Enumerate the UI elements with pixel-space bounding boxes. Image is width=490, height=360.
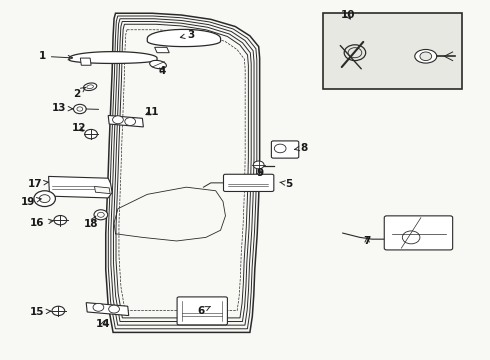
Circle shape — [85, 130, 98, 139]
Text: 7: 7 — [364, 236, 371, 246]
Text: 6: 6 — [197, 306, 210, 316]
Circle shape — [93, 303, 104, 311]
Polygon shape — [147, 30, 220, 46]
Text: 4: 4 — [158, 66, 166, 76]
Text: 16: 16 — [30, 218, 53, 228]
Bar — [323, 13, 463, 89]
Polygon shape — [155, 47, 169, 53]
Polygon shape — [49, 176, 112, 198]
Circle shape — [39, 195, 50, 203]
Polygon shape — [80, 58, 91, 65]
Ellipse shape — [83, 83, 97, 91]
Circle shape — [94, 210, 108, 220]
FancyBboxPatch shape — [271, 141, 299, 158]
Text: 19: 19 — [21, 197, 41, 207]
Circle shape — [74, 104, 86, 114]
Text: 12: 12 — [72, 123, 86, 133]
Circle shape — [274, 144, 286, 153]
Circle shape — [253, 161, 264, 169]
FancyBboxPatch shape — [384, 216, 453, 250]
Text: 1: 1 — [39, 51, 73, 61]
FancyBboxPatch shape — [177, 297, 227, 325]
Circle shape — [77, 107, 83, 111]
Circle shape — [420, 52, 432, 60]
Circle shape — [52, 306, 65, 316]
Circle shape — [113, 116, 123, 124]
Text: 13: 13 — [52, 103, 73, 113]
Polygon shape — [108, 116, 144, 127]
Text: 3: 3 — [180, 30, 195, 40]
Circle shape — [98, 212, 104, 217]
Circle shape — [125, 118, 136, 126]
Ellipse shape — [415, 49, 437, 63]
Ellipse shape — [149, 60, 167, 69]
Circle shape — [54, 216, 67, 225]
Text: 11: 11 — [145, 107, 159, 117]
FancyBboxPatch shape — [223, 174, 274, 192]
Polygon shape — [69, 51, 157, 63]
Text: 5: 5 — [280, 179, 293, 189]
Text: 15: 15 — [30, 307, 50, 317]
Circle shape — [34, 191, 55, 207]
Text: 8: 8 — [294, 143, 307, 153]
Text: 17: 17 — [27, 179, 48, 189]
Text: 18: 18 — [84, 216, 98, 229]
Circle shape — [109, 305, 120, 313]
Text: 9: 9 — [256, 168, 263, 178]
Text: 14: 14 — [96, 319, 111, 329]
Text: 10: 10 — [341, 10, 355, 20]
Text: 2: 2 — [73, 87, 85, 99]
Polygon shape — [95, 186, 110, 194]
Polygon shape — [86, 303, 129, 316]
